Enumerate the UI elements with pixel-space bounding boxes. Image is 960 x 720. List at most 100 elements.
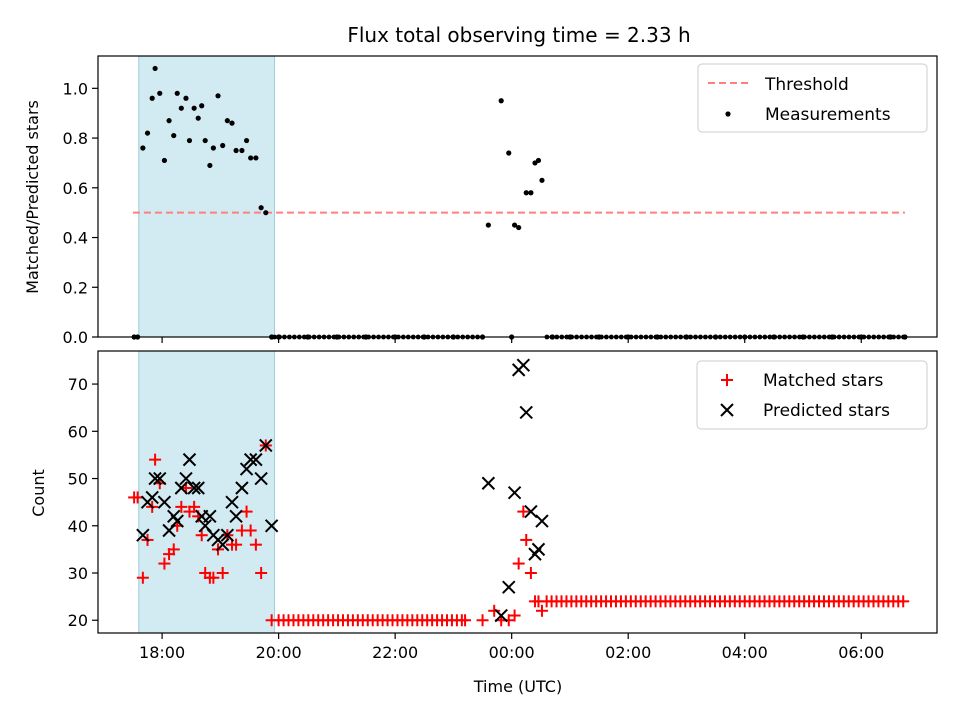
measurement-point	[229, 120, 235, 126]
measurement-point	[506, 150, 512, 156]
predicted-star-point	[535, 514, 549, 528]
legend-measurements-label: Measurements	[765, 105, 891, 125]
bottom-x-ticks: 18:00 20:00 22:00 00:00 02:00 04:00 06:00	[139, 633, 884, 662]
matched-star-point	[517, 505, 530, 518]
bottom-legend: Matched stars Predicted stars	[696, 360, 928, 430]
predicted-star-point	[516, 358, 531, 372]
predicted-star-point	[249, 452, 263, 467]
top-ytick-label: 0.2	[63, 278, 88, 297]
matched-star-point	[897, 595, 910, 608]
bottom-y-axis-label: Count	[29, 469, 48, 517]
measurement-point	[253, 155, 259, 161]
matched-star-point	[512, 557, 525, 570]
measurement-point	[191, 105, 197, 111]
measurement-point	[140, 145, 146, 151]
bottom-plot-frame	[97, 350, 938, 634]
matched-star-point	[249, 538, 262, 551]
chart-title: Flux total observing time = 2.33 h	[347, 23, 690, 47]
measurement-point	[528, 190, 534, 196]
bottom-ytick-label: 30	[68, 564, 88, 583]
matched-stars-points	[128, 439, 910, 627]
predicted-star-point	[507, 486, 522, 500]
measurement-point	[183, 95, 189, 101]
top-legend: Threshold Measurements	[697, 63, 928, 133]
bottom-xtick-label: 22:00	[372, 643, 418, 662]
measurement-point	[207, 162, 213, 169]
measurement-point	[186, 137, 193, 144]
predicted-star-point	[191, 481, 205, 495]
measurement-point	[202, 137, 208, 144]
top-ytick-label: 1.0	[63, 79, 88, 98]
top-shaded-region	[138, 55, 276, 338]
bottom-xtick-label: 20:00	[256, 643, 302, 662]
bottom-xtick-label: 00:00	[489, 643, 535, 662]
matched-star-point	[488, 604, 501, 617]
top-legend-box	[697, 63, 928, 133]
predicted-star-point	[157, 495, 172, 509]
measurement-point	[485, 222, 491, 228]
predicted-stars-points	[136, 358, 549, 623]
measurement-point	[233, 147, 239, 154]
matched-star-point	[136, 571, 149, 584]
predicted-star-point	[229, 509, 243, 524]
predicted-star-point	[243, 452, 258, 467]
matched-star-point	[240, 505, 253, 518]
bottom-ytick-label: 70	[68, 375, 88, 394]
measurement-point	[144, 130, 151, 136]
bottom-panel: 20 30 40 50 60 70 18:00 20:00 22:00 00:00 02:00 04…	[29, 350, 938, 696]
predicted-star-point	[235, 481, 249, 495]
predicted-star-point	[174, 481, 189, 495]
bottom-legend-box	[696, 360, 928, 430]
measurement-point	[199, 103, 205, 109]
measurement-point	[539, 177, 545, 183]
predicted-star-point	[481, 476, 496, 490]
top-shade-rect	[138, 55, 276, 338]
predicted-star-point	[153, 471, 167, 486]
matched-star-point	[207, 571, 220, 584]
measurement-point	[498, 98, 504, 104]
matched-star-point	[175, 500, 188, 513]
predicted-star-point	[259, 438, 273, 453]
legend-matched-label: Matched stars	[763, 371, 883, 391]
bottom-shade-rect	[138, 350, 276, 634]
matched-star-point	[520, 533, 533, 546]
measurement-point	[224, 118, 230, 124]
predicted-star-point	[531, 542, 546, 557]
measurement-point	[171, 132, 177, 139]
matched-star-point	[255, 567, 268, 580]
measurement-points	[131, 65, 908, 340]
measurement-point	[195, 115, 201, 121]
legend-predicted-label: Predicted stars	[763, 401, 890, 421]
top-ytick-label: 0.4	[63, 229, 88, 248]
measurement-point	[535, 157, 542, 164]
predicted-star-point	[145, 490, 159, 505]
legend-predicted-swatch	[720, 403, 734, 417]
bottom-xtick-label: 06:00	[838, 643, 884, 662]
measurement-point	[258, 205, 264, 211]
measurement-point	[178, 105, 184, 111]
measurement-point	[243, 137, 250, 144]
matched-star-point	[149, 453, 162, 466]
predicted-star-point	[225, 495, 239, 509]
predicted-star-point	[519, 405, 533, 420]
top-x-ticks	[161, 337, 862, 343]
bottom-ytick-label: 20	[68, 611, 88, 630]
measurement-point	[174, 90, 180, 96]
predicted-star-point	[187, 481, 201, 495]
predicted-star-point	[494, 608, 508, 623]
predicted-star-point	[148, 471, 162, 486]
matched-star-point	[216, 567, 229, 580]
bottom-ytick-label: 60	[68, 422, 88, 441]
measurement-point	[215, 93, 221, 99]
predicted-star-point	[170, 514, 184, 528]
top-ytick-label: 0.8	[63, 129, 88, 148]
matched-star-point	[230, 538, 243, 551]
bottom-ytick-label: 50	[68, 470, 88, 489]
measurement-point	[511, 222, 518, 228]
measurement-point	[161, 157, 168, 164]
legend-measurements-swatch	[725, 111, 731, 117]
top-y-axis-label: Matched/Predicted stars	[23, 100, 42, 294]
measurement-point	[516, 224, 522, 231]
matched-star-point	[455, 614, 468, 627]
